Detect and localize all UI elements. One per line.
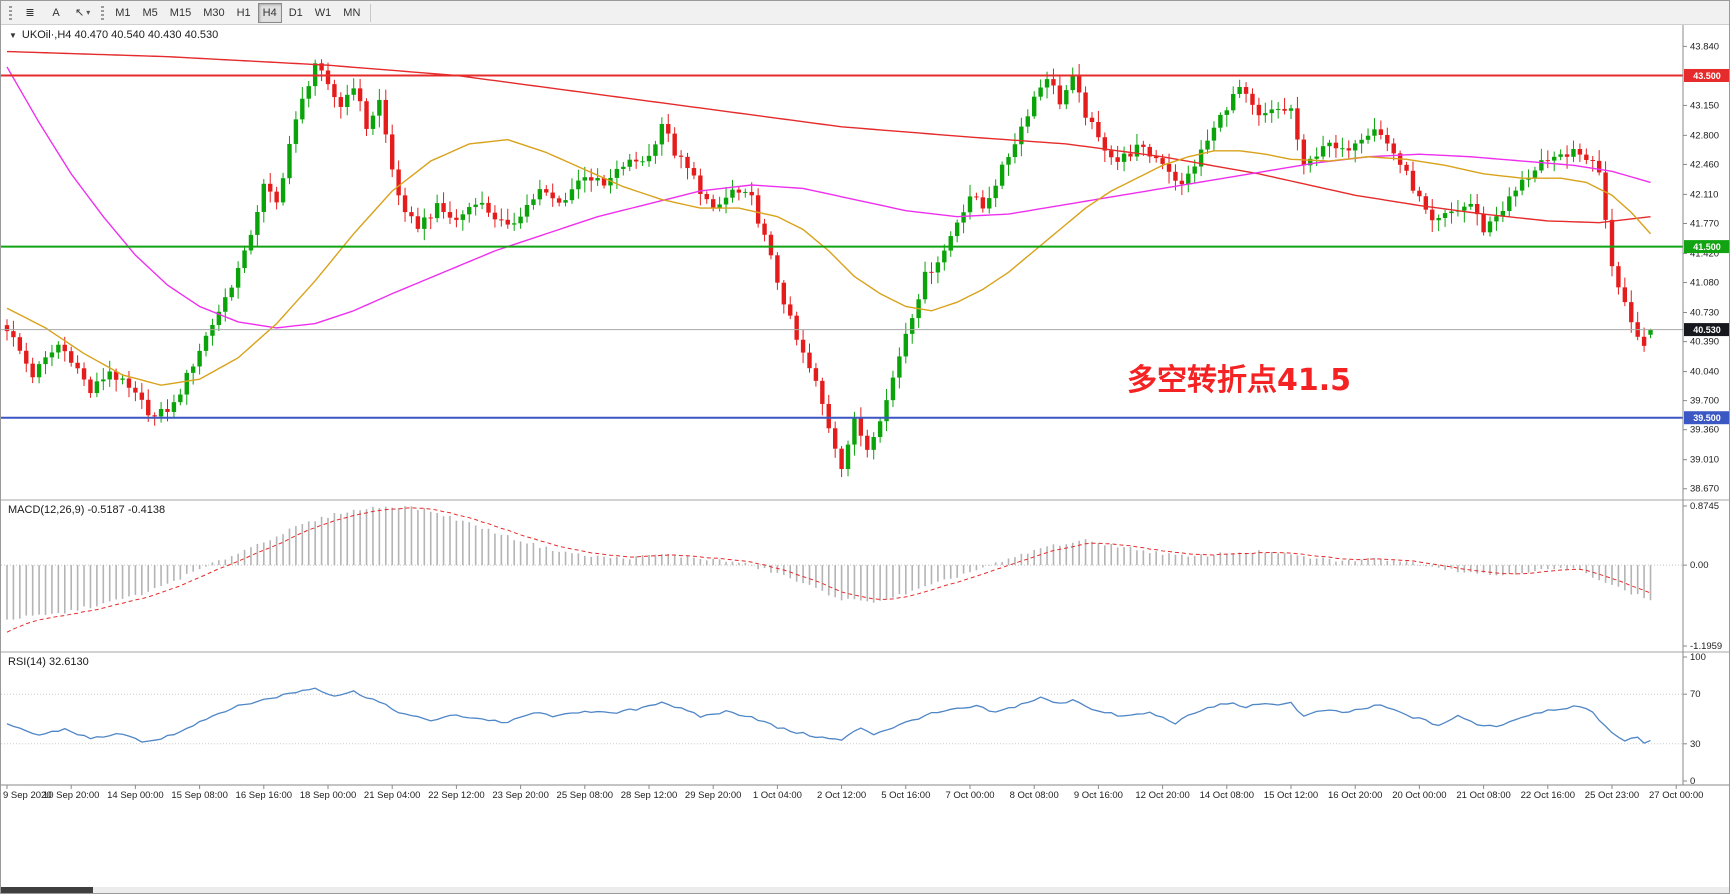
price-axis[interactable]: 43.840 43.150 42.800 42.460 42.110 41.770 41.4… — [1, 25, 1730, 787]
svg-text:22 Sep 12:00: 22 Sep 12:00 — [428, 790, 485, 801]
svg-text:39.500: 39.500 — [1693, 413, 1721, 423]
macd-indicator-label: MACD(12,26,9) -0.5187 -0.4138 — [8, 504, 166, 516]
svg-text:42.460: 42.460 — [1690, 159, 1719, 170]
svg-text:16 Oct 20:00: 16 Oct 20:00 — [1328, 790, 1382, 801]
svg-text:18 Sep 00:00: 18 Sep 00:00 — [300, 790, 357, 801]
timeframe-h1-button[interactable]: H1 — [232, 3, 256, 23]
svg-text:27 Oct 00:00: 27 Oct 00:00 — [1649, 790, 1703, 801]
chart-area: 43.840 43.150 42.800 42.460 42.110 41.770 41.4… — [1, 25, 1730, 894]
toolbar-separator — [370, 3, 372, 22]
timeframe-d1-button[interactable]: D1 — [284, 3, 308, 23]
svg-text:41.770: 41.770 — [1690, 219, 1719, 230]
svg-text:5 Oct 16:00: 5 Oct 16:00 — [881, 790, 930, 801]
horizontal-lines-layer[interactable] — [1, 74, 1683, 419]
text-tool-button[interactable]: A — [44, 3, 68, 23]
svg-text:7 Oct 00:00: 7 Oct 00:00 — [945, 790, 994, 801]
svg-text:0.8745: 0.8745 — [1690, 501, 1719, 512]
svg-text:14 Oct 08:00: 14 Oct 08:00 — [1200, 790, 1254, 801]
svg-text:100: 100 — [1690, 652, 1706, 663]
svg-text:-1.1959: -1.1959 — [1690, 641, 1722, 652]
svg-text:43.500: 43.500 — [1693, 71, 1721, 81]
svg-text:9 Oct 16:00: 9 Oct 16:00 — [1074, 790, 1123, 801]
collapse-arrow-icon[interactable]: ▼ — [9, 30, 17, 40]
timeframe-m5-button[interactable]: M5 — [138, 3, 163, 23]
svg-text:16 Sep 16:00: 16 Sep 16:00 — [236, 790, 293, 801]
svg-text:39.360: 39.360 — [1690, 425, 1719, 436]
svg-text:28 Sep 12:00: 28 Sep 12:00 — [621, 790, 678, 801]
toolbar-grip[interactable] — [101, 5, 105, 20]
svg-text:21 Sep 04:00: 21 Sep 04:00 — [364, 790, 421, 801]
chart-objects-button[interactable]: ≣ — [18, 3, 42, 23]
svg-text:1 Oct 04:00: 1 Oct 04:00 — [753, 790, 802, 801]
svg-text:42.800: 42.800 — [1690, 130, 1719, 141]
svg-text:30: 30 — [1690, 739, 1701, 750]
moving-averages-layer — [6, 50, 1652, 386]
svg-text:41.080: 41.080 — [1690, 278, 1719, 289]
arrows-dropdown-button[interactable]: ↖ ▾ — [70, 3, 95, 23]
panel-separators[interactable] — [1, 499, 1730, 653]
svg-text:43.150: 43.150 — [1690, 100, 1719, 111]
svg-text:40.040: 40.040 — [1690, 367, 1719, 378]
chevron-down-icon: ▾ — [86, 8, 91, 17]
svg-text:40.730: 40.730 — [1690, 307, 1719, 318]
timeframe-w1-button[interactable]: W1 — [310, 3, 337, 23]
rsi-panel — [1, 687, 1683, 745]
svg-text:14 Sep 00:00: 14 Sep 00:00 — [107, 790, 164, 801]
text-tool-icon: A — [52, 6, 60, 19]
svg-text:41.500: 41.500 — [1693, 242, 1721, 252]
svg-text:38.670: 38.670 — [1690, 484, 1719, 495]
svg-text:40.390: 40.390 — [1690, 337, 1719, 348]
svg-text:20 Oct 00:00: 20 Oct 00:00 — [1392, 790, 1446, 801]
svg-text:25 Oct 23:00: 25 Oct 23:00 — [1585, 790, 1639, 801]
svg-text:10 Sep 20:00: 10 Sep 20:00 — [43, 790, 100, 801]
svg-text:40.530: 40.530 — [1693, 325, 1721, 335]
horizontal-scrollbar[interactable] — [1, 887, 1729, 893]
svg-text:39.010: 39.010 — [1690, 455, 1719, 466]
scrollbar-handle[interactable] — [1, 887, 93, 893]
svg-text:39.700: 39.700 — [1690, 396, 1719, 407]
svg-text:15 Sep 08:00: 15 Sep 08:00 — [171, 790, 228, 801]
svg-text:21 Oct 08:00: 21 Oct 08:00 — [1456, 790, 1510, 801]
timeframe-m15-button[interactable]: M15 — [165, 3, 196, 23]
svg-text:70: 70 — [1690, 689, 1701, 700]
timeframe-h4-button[interactable]: H4 — [257, 2, 282, 23]
svg-text:23 Sep 20:00: 23 Sep 20:00 — [492, 790, 549, 801]
chart-canvas[interactable]: 43.840 43.150 42.800 42.460 42.110 41.770 41.4… — [1, 25, 1730, 894]
svg-text:42.110: 42.110 — [1690, 189, 1718, 200]
svg-text:2 Oct 12:00: 2 Oct 12:00 — [817, 790, 866, 801]
macd-panel — [1, 506, 1683, 633]
timeframe-m30-button[interactable]: M30 — [198, 3, 229, 23]
svg-text:8 Oct 08:00: 8 Oct 08:00 — [1010, 790, 1059, 801]
candles-layer — [4, 59, 1653, 478]
symbol-ohlc-title: ▼ UKOil·,H4 40.470 40.540 40.430 40.530 — [9, 29, 218, 41]
svg-text:9 Sep 2020: 9 Sep 2020 — [3, 790, 52, 801]
svg-text:0: 0 — [1690, 776, 1695, 787]
cursor-icon: ↖ — [75, 7, 85, 19]
svg-text:12 Oct 20:00: 12 Oct 20:00 — [1135, 790, 1189, 801]
svg-text:41.420: 41.420 — [1690, 248, 1719, 259]
timeframe-m1-button[interactable]: M1 — [110, 3, 135, 23]
timeframe-mn-button[interactable]: MN — [338, 3, 365, 23]
svg-text:43.840: 43.840 — [1690, 41, 1719, 52]
chart-toolbar: ≣ A ↖ ▾ M1 M5 M15 M30 H1 H4 D1 W1 MN — [1, 1, 1729, 25]
symbol-ohlc-text: UKOil·,H4 40.470 40.540 40.430 40.530 — [21, 29, 219, 41]
price-badges: 43.500 41.500 40.530 39.500 — [1684, 68, 1729, 425]
svg-text:29 Sep 20:00: 29 Sep 20:00 — [685, 790, 742, 801]
objects-list-icon: ≣ — [25, 7, 35, 19]
toolbar-grip[interactable] — [9, 5, 12, 20]
svg-text:15 Oct 12:00: 15 Oct 12:00 — [1264, 790, 1318, 801]
rsi-indicator-label: RSI(14) 32.6130 — [8, 656, 89, 668]
svg-text:0.00: 0.00 — [1690, 560, 1709, 571]
svg-text:25 Sep 08:00: 25 Sep 08:00 — [557, 790, 614, 801]
svg-text:22 Oct 16:00: 22 Oct 16:00 — [1521, 790, 1575, 801]
